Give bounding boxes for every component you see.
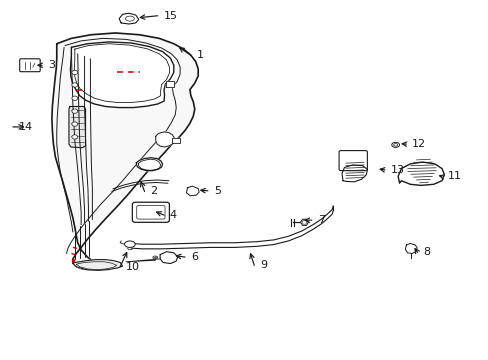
Circle shape [72,122,78,126]
Ellipse shape [153,256,158,259]
Text: 4: 4 [169,210,177,220]
Circle shape [72,70,78,75]
Text: 15: 15 [163,11,177,21]
Text: 11: 11 [447,171,461,181]
FancyBboxPatch shape [338,150,366,171]
Text: 12: 12 [411,139,426,149]
Text: 2: 2 [150,186,157,197]
Text: 9: 9 [260,260,266,270]
Polygon shape [156,132,174,147]
Polygon shape [341,165,366,182]
Text: 3: 3 [48,60,55,70]
Text: 14: 14 [19,122,33,132]
Text: 6: 6 [190,252,198,262]
Polygon shape [70,42,173,108]
Ellipse shape [393,144,397,146]
Polygon shape [69,107,85,148]
Circle shape [72,135,78,139]
Polygon shape [397,162,444,185]
Polygon shape [186,186,199,196]
Polygon shape [73,260,122,270]
Circle shape [72,109,78,113]
Polygon shape [52,33,198,270]
Polygon shape [172,138,180,143]
Text: 13: 13 [390,165,404,175]
FancyBboxPatch shape [132,202,169,222]
Circle shape [72,96,78,100]
Ellipse shape [124,241,135,247]
Ellipse shape [125,16,134,21]
Polygon shape [302,220,306,224]
Polygon shape [166,81,173,87]
FancyBboxPatch shape [20,59,40,72]
Text: 5: 5 [213,186,220,196]
Text: 10: 10 [126,262,140,272]
Text: 8: 8 [423,247,430,257]
Polygon shape [405,243,416,253]
Text: 7: 7 [317,215,324,225]
FancyBboxPatch shape [137,206,164,219]
Polygon shape [160,252,177,264]
Text: 1: 1 [196,50,203,60]
Polygon shape [119,13,139,24]
Circle shape [72,83,78,87]
Polygon shape [300,219,308,225]
Polygon shape [136,158,162,171]
Ellipse shape [391,142,399,147]
